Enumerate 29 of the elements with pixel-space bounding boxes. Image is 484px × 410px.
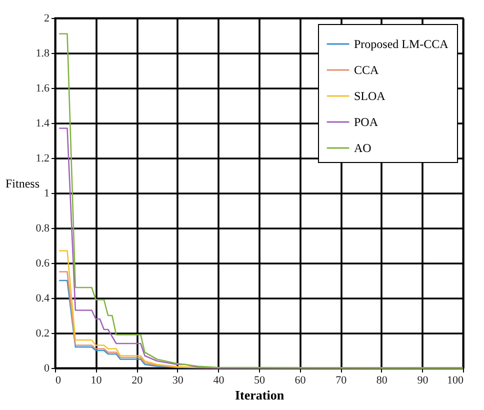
y-tick-label: 2	[44, 12, 50, 24]
x-tick-label: 20	[132, 374, 144, 386]
x-tick-label: 80	[376, 374, 388, 386]
y-tick-label: 0.2	[36, 328, 50, 340]
y-axis-title: Fitness	[5, 176, 40, 190]
y-tick-label: 1	[44, 188, 50, 200]
legend-label: Proposed LM-CCA	[354, 37, 449, 51]
legend-label: SLOA	[354, 89, 386, 103]
x-tick-label: 50	[254, 374, 266, 386]
x-tick-label: 0	[56, 374, 62, 386]
x-tick-label: 10	[90, 374, 102, 386]
x-tick-label: 60	[294, 374, 306, 386]
x-tick-label: 40	[213, 374, 225, 386]
x-tick-label: 70	[336, 374, 348, 386]
y-tick-label: 0	[44, 362, 50, 374]
y-tick-label: 0.4	[36, 292, 50, 304]
x-tick-label: 30	[172, 374, 184, 386]
y-tick-label: 1.8	[36, 48, 50, 60]
legend-label: AO	[354, 141, 372, 155]
x-tick-label: 90	[417, 374, 429, 386]
y-tick-label: 1.2	[36, 152, 50, 164]
y-tick-label: 0.8	[36, 222, 50, 234]
y-tick-label: 1.4	[36, 118, 50, 130]
legend-label: CCA	[354, 63, 380, 77]
legend-label: POA	[354, 115, 378, 129]
x-tick-label: 100	[447, 374, 464, 386]
y-tick-label: 0.6	[36, 258, 50, 270]
x-axis-title: Iteration	[234, 388, 285, 402]
y-tick-label: 1.6	[36, 82, 50, 94]
